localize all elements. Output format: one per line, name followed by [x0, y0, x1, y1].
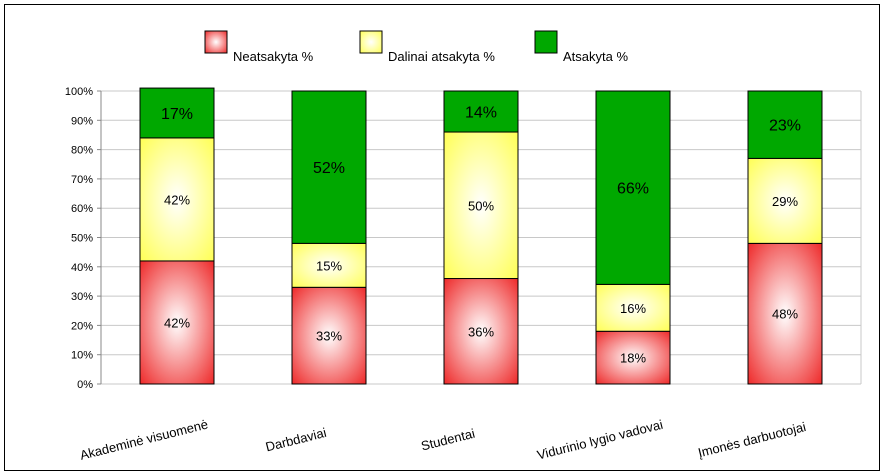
stacked-bar-chart: 0%10%20%30%40%50%60%70%80%90%100% 42%42%…	[65, 30, 862, 463]
data-label: 18%	[620, 351, 646, 366]
legend-swatch-dalinai-atsakyta	[359, 30, 383, 54]
bar-segment-neatsakyta-imones-darbuotojai	[747, 242, 823, 385]
y-tick-label: 50%	[71, 233, 93, 245]
y-tick-label: 60%	[71, 203, 93, 215]
y-tick-label: 100%	[65, 86, 93, 98]
x-tick-label: Vidurinio lygio vadovai	[535, 417, 664, 463]
bar-segment-neatsakyta-vidurinio-lygio-vadovai	[595, 330, 671, 385]
data-label: 16%	[620, 301, 646, 316]
bar-segment-atsakyta-akademine-visuomene	[139, 87, 215, 139]
data-label: 23%	[769, 118, 801, 135]
legend-label-dalinai-atsakyta: Dalinai atsakyta %	[388, 49, 495, 64]
data-label: 52%	[313, 160, 345, 177]
data-label: 48%	[772, 307, 798, 322]
data-label: 36%	[468, 324, 494, 339]
data-label: 14%	[465, 105, 497, 122]
bar-segment-atsakyta-studentai	[443, 90, 519, 133]
bar-segment-atsakyta-imones-darbuotojai	[747, 90, 823, 159]
x-tick-label: Akademinė visuomenė	[78, 416, 209, 462]
legend-label-atsakyta: Atsakyta %	[563, 49, 628, 64]
bars: 42% 42% 17% 33% 15% 52% 36% 50% 14% 18% 16% 66% 48% 2…	[139, 87, 823, 385]
y-axis: 0% 10% 20% 30% 40% 50% 60% 70% 80% 90% 100%	[65, 86, 102, 391]
x-tick-label: Studentai	[419, 426, 476, 454]
data-label: 15%	[316, 258, 342, 273]
x-tick-label: Įmonės darbuotojai	[696, 419, 807, 460]
data-label: 42%	[164, 192, 190, 207]
bar-segment-dalinai-atsakyta-studentai	[443, 131, 519, 280]
x-axis-labels: Akademinė visuomenė Darbdaviai Studentai Vi…	[78, 416, 807, 462]
bar-segment-neatsakyta-studentai	[443, 278, 519, 385]
data-label: 17%	[161, 106, 193, 123]
data-label: 50%	[468, 198, 494, 213]
data-label: 42%	[164, 315, 190, 330]
bar-segment-atsakyta-vidurinio-lygio-vadovai	[595, 90, 671, 285]
y-tick-label: 70%	[71, 174, 93, 186]
bar-segment-dalinai-atsakyta-akademine-visuomene	[139, 137, 215, 262]
y-tick-label: 10%	[71, 350, 93, 362]
bar-segment-neatsakyta-akademine-visuomene	[139, 260, 215, 385]
x-tick-label: Darbdaviai	[264, 425, 328, 455]
y-tick-label: 40%	[71, 262, 93, 274]
legend-swatch-neatsakyta	[204, 30, 228, 54]
chart-frame: 0% 10% 20% 30% 40% 50% 60% 70% 80% 90% 100% 42% 42%…	[4, 4, 880, 471]
y-tick-label: 30%	[71, 291, 93, 303]
data-label: 66%	[617, 181, 649, 198]
y-tick-label: 80%	[71, 145, 93, 157]
legend-swatch-atsakyta	[534, 30, 558, 54]
legend-label-neatsakyta: Neatsakyta %	[233, 49, 314, 64]
bar-segment-atsakyta-darbdaviai	[291, 90, 367, 244]
data-label: 29%	[772, 194, 798, 209]
y-tick-label: 90%	[71, 115, 93, 127]
data-label: 33%	[316, 329, 342, 344]
legend: Neatsakyta % Dalinai atsakyta % Atsakyta %	[204, 30, 628, 64]
y-tick-label: 20%	[71, 320, 93, 332]
y-tick-label: 0%	[77, 379, 93, 391]
